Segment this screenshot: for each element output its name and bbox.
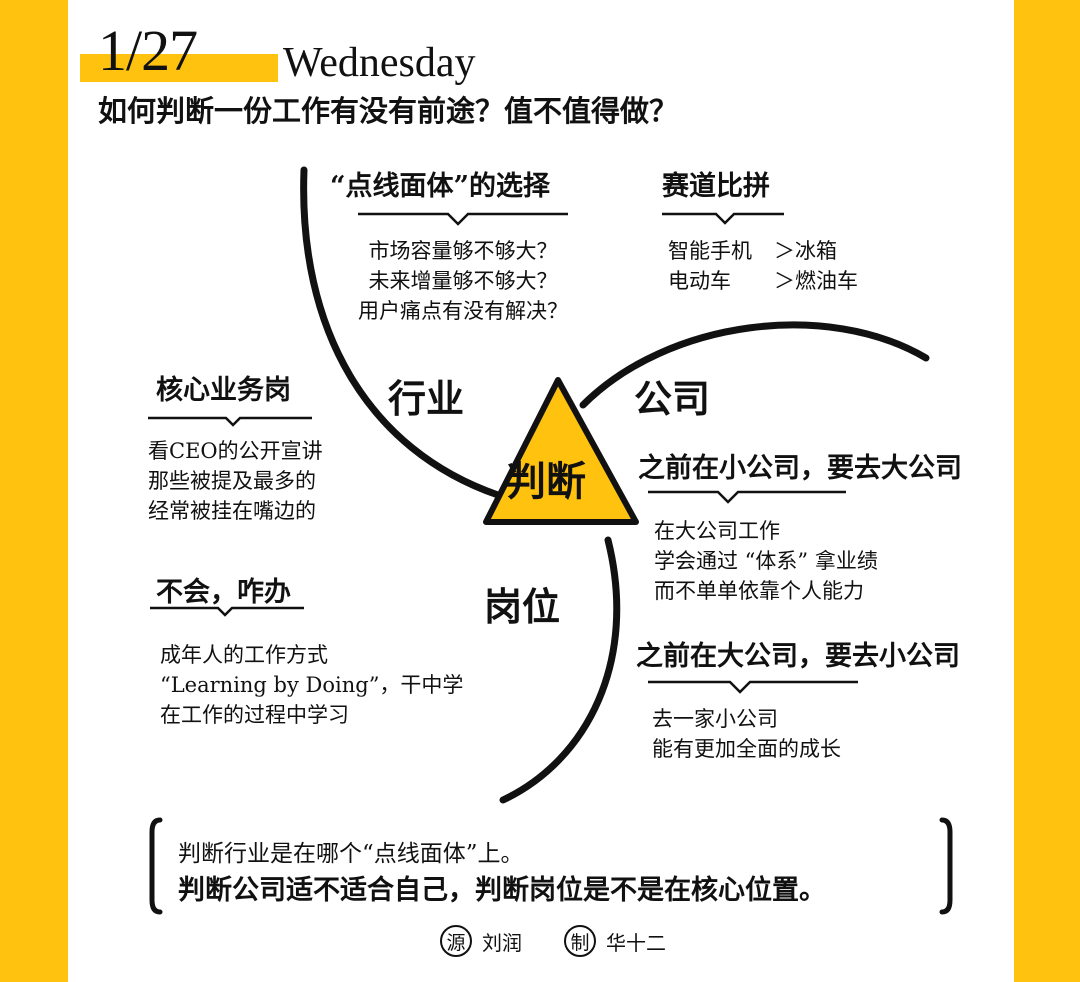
curve-company xyxy=(579,321,930,409)
credit-maker: 制 华十二 xyxy=(564,925,666,957)
date-highlight xyxy=(80,54,278,82)
underline-race xyxy=(662,212,784,225)
race-text: 智能手机 ＞冰箱 电动车 ＞燃油车 xyxy=(668,236,858,296)
race-row: 智能手机 ＞冰箱 xyxy=(668,236,858,266)
small-to-big-title: 之前在小公司，要去大公司 xyxy=(638,453,962,484)
big-to-small-line: 能有更加全面的成长 xyxy=(652,737,841,761)
page-title: 如何判断一份工作有没有前途？值不值得做？ xyxy=(98,94,679,128)
race-right: ＞冰箱 xyxy=(774,239,837,263)
learn-line: 在工作的过程中学习 xyxy=(160,703,349,727)
maker-seal-icon: 制 xyxy=(564,925,596,957)
race-left: 电动车 xyxy=(668,269,731,293)
dot-line-text: 市场容量够不够大？ 未来增量够不够大？ 用户痛点有没有解决？ xyxy=(358,236,568,326)
maker-name: 华十二 xyxy=(606,930,666,955)
big-to-small-line: 去一家小公司 xyxy=(652,707,778,731)
underline-learn xyxy=(150,606,304,617)
race-row: 电动车 ＞燃油车 xyxy=(668,266,858,296)
diagram-graphics xyxy=(148,166,953,915)
dot-line-line: 市场容量够不够大？ xyxy=(368,239,558,263)
underline-small-to-big xyxy=(648,490,846,504)
source-seal-icon: 源 xyxy=(440,925,472,957)
core-line: 那些被提及最多的 xyxy=(148,469,316,493)
small-to-big-line: 而不单单依靠个人能力 xyxy=(654,579,864,603)
big-to-small-text: 去一家小公司 能有更加全面的成长 xyxy=(652,704,841,764)
race-right: ＞燃油车 xyxy=(774,269,858,293)
small-to-big-line: 学会通过 “体系” 拿业绩 xyxy=(654,549,878,573)
learn-title: 不会，咋办 xyxy=(156,577,291,608)
core-line: 经常被挂在嘴边的 xyxy=(148,499,316,523)
curve-position xyxy=(499,536,621,804)
date: 1/27 xyxy=(98,18,198,83)
core-line: 看CEO的公开宣讲 xyxy=(148,439,323,463)
left-bracket xyxy=(149,817,163,915)
learn-line: 成年人的工作方式 xyxy=(160,643,328,667)
weekday: Wednesday xyxy=(283,40,476,86)
race-left: 智能手机 xyxy=(668,239,752,263)
section-industry-label: 行业 xyxy=(388,376,465,421)
dot-line-line: 用户痛点有没有解决？ xyxy=(358,299,568,323)
poster: 1/27 Wednesday 如何判断一份工作有没有前途？值不值得做？ 行业 公… xyxy=(68,0,1014,982)
small-to-big-line: 在大公司工作 xyxy=(654,519,780,543)
learn-text: 成年人的工作方式 “Learning by Doing”，干中学 在工作的过程中… xyxy=(160,640,463,730)
credit-source: 源 刘润 xyxy=(440,925,522,957)
section-company-label: 公司 xyxy=(634,376,711,421)
dot-line-title: “点线面体”的选择 xyxy=(330,171,551,202)
dot-line-line: 未来增量够不够大？ xyxy=(368,269,558,293)
underline-dot-line xyxy=(358,212,568,226)
core-title: 核心业务岗 xyxy=(156,375,291,406)
summary-line-2: 判断公司适不适合自己，判断岗位是不是在核心位置。 xyxy=(178,875,826,906)
curve-industry xyxy=(300,166,502,499)
center-triangle xyxy=(483,377,639,525)
big-to-small-title: 之前在大公司，要去小公司 xyxy=(636,641,960,672)
race-title: 赛道比拼 xyxy=(662,171,770,202)
section-position-label: 岗位 xyxy=(484,584,561,629)
underline-core xyxy=(148,416,312,427)
underline-big-to-small xyxy=(648,680,858,694)
center-label: 判断 xyxy=(506,458,586,505)
source-name: 刘润 xyxy=(482,930,522,955)
core-text: 看CEO的公开宣讲 那些被提及最多的 经常被挂在嘴边的 xyxy=(148,436,323,526)
right-bracket xyxy=(939,817,953,915)
summary-line-1: 判断行业是在哪个“点线面体”上。 xyxy=(178,841,524,867)
learn-line: “Learning by Doing”，干中学 xyxy=(160,673,464,697)
small-to-big-text: 在大公司工作 学会通过 “体系” 拿业绩 而不单单依靠个人能力 xyxy=(654,516,878,606)
